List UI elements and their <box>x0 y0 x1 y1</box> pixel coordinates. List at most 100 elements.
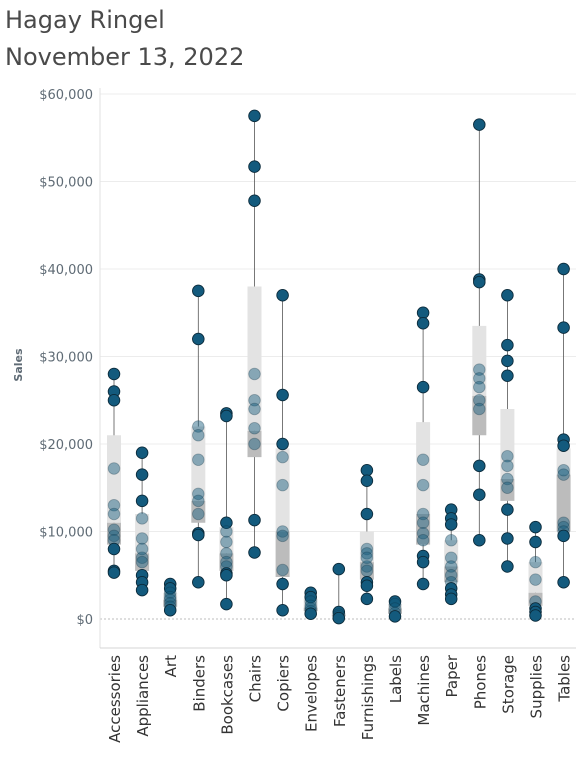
data-point[interactable] <box>248 109 261 123</box>
data-point[interactable] <box>276 525 289 538</box>
data-point[interactable] <box>388 595 402 608</box>
data-point[interactable] <box>276 388 289 402</box>
data-point[interactable] <box>444 560 458 573</box>
data-point[interactable] <box>501 354 514 368</box>
data-point[interactable] <box>444 592 458 606</box>
data-point[interactable] <box>473 275 486 289</box>
data-point[interactable] <box>220 547 233 560</box>
data-point[interactable] <box>557 516 570 530</box>
data-point[interactable] <box>135 468 149 481</box>
data-point[interactable] <box>135 532 149 545</box>
data-point[interactable] <box>192 528 205 542</box>
data-point[interactable] <box>557 576 570 589</box>
data-point[interactable] <box>107 566 121 579</box>
data-point[interactable] <box>220 569 233 582</box>
data-point[interactable] <box>107 529 121 543</box>
data-point[interactable] <box>444 551 458 565</box>
data-point[interactable] <box>220 516 233 530</box>
data-point[interactable] <box>107 542 121 556</box>
data-point[interactable] <box>473 118 486 131</box>
data-point[interactable] <box>473 402 486 416</box>
data-point[interactable] <box>192 429 205 442</box>
data-point[interactable] <box>163 586 177 600</box>
data-point[interactable] <box>135 542 149 556</box>
data-point[interactable] <box>360 579 374 593</box>
data-point[interactable] <box>135 583 149 597</box>
data-point[interactable] <box>192 576 205 589</box>
data-point[interactable] <box>557 464 570 477</box>
data-point[interactable] <box>360 560 374 573</box>
data-point[interactable] <box>107 367 121 381</box>
data-point[interactable] <box>501 450 514 463</box>
data-point[interactable] <box>473 363 486 376</box>
data-point[interactable] <box>135 551 149 565</box>
data-point[interactable] <box>248 160 261 173</box>
data-point[interactable] <box>192 332 205 346</box>
data-point[interactable] <box>192 507 205 521</box>
data-point[interactable] <box>107 462 121 475</box>
data-point[interactable] <box>135 555 149 569</box>
data-point[interactable] <box>360 551 374 565</box>
data-point[interactable] <box>444 534 458 547</box>
data-point[interactable] <box>501 338 514 352</box>
data-point[interactable] <box>473 372 486 385</box>
data-point[interactable] <box>107 507 121 521</box>
data-point[interactable] <box>163 590 177 604</box>
data-point[interactable] <box>388 610 402 623</box>
data-point[interactable] <box>304 595 317 608</box>
data-point[interactable] <box>444 569 458 582</box>
data-point[interactable] <box>501 503 514 516</box>
data-point[interactable] <box>135 446 149 460</box>
data-point[interactable] <box>416 453 430 467</box>
data-point[interactable] <box>444 518 458 531</box>
data-point[interactable] <box>220 535 233 549</box>
data-point[interactable] <box>332 611 346 625</box>
data-point[interactable] <box>332 562 346 576</box>
data-point[interactable] <box>220 409 233 423</box>
data-point[interactable] <box>473 394 486 407</box>
data-point[interactable] <box>416 380 430 394</box>
data-point[interactable] <box>276 437 289 451</box>
data-point[interactable] <box>416 527 430 540</box>
data-point[interactable] <box>416 306 430 320</box>
data-point[interactable] <box>529 609 542 622</box>
data-point[interactable] <box>276 577 289 591</box>
data-point[interactable] <box>248 546 261 559</box>
data-point[interactable] <box>501 560 514 573</box>
data-point[interactable] <box>557 529 570 543</box>
data-point[interactable] <box>135 494 149 508</box>
data-point[interactable] <box>416 317 430 330</box>
data-point[interactable] <box>501 369 514 383</box>
data-point[interactable] <box>276 289 289 302</box>
data-point[interactable] <box>416 478 430 492</box>
data-point[interactable] <box>276 529 289 543</box>
data-point[interactable] <box>360 507 374 521</box>
data-point[interactable] <box>473 488 486 502</box>
data-point[interactable] <box>248 402 261 416</box>
data-point[interactable] <box>360 474 374 488</box>
data-point[interactable] <box>416 507 430 521</box>
data-point[interactable] <box>360 542 374 556</box>
data-point[interactable] <box>529 555 542 569</box>
data-point[interactable] <box>192 453 205 467</box>
data-point[interactable] <box>501 289 514 302</box>
data-point[interactable] <box>304 590 317 604</box>
data-point[interactable] <box>360 547 374 560</box>
data-point[interactable] <box>107 499 121 512</box>
data-point[interactable] <box>416 534 430 547</box>
data-point[interactable] <box>416 577 430 591</box>
data-point[interactable] <box>276 563 289 577</box>
data-point[interactable] <box>473 534 486 547</box>
data-point[interactable] <box>557 468 570 481</box>
data-point[interactable] <box>192 420 205 433</box>
data-point[interactable] <box>248 437 261 451</box>
data-point[interactable] <box>416 516 430 530</box>
data-point[interactable] <box>248 394 261 407</box>
data-point[interactable] <box>360 592 374 606</box>
data-point[interactable] <box>557 321 570 334</box>
data-point[interactable] <box>501 472 514 486</box>
data-point[interactable] <box>163 604 177 617</box>
data-point[interactable] <box>107 394 121 407</box>
data-point[interactable] <box>557 262 570 276</box>
data-point[interactable] <box>192 284 205 298</box>
